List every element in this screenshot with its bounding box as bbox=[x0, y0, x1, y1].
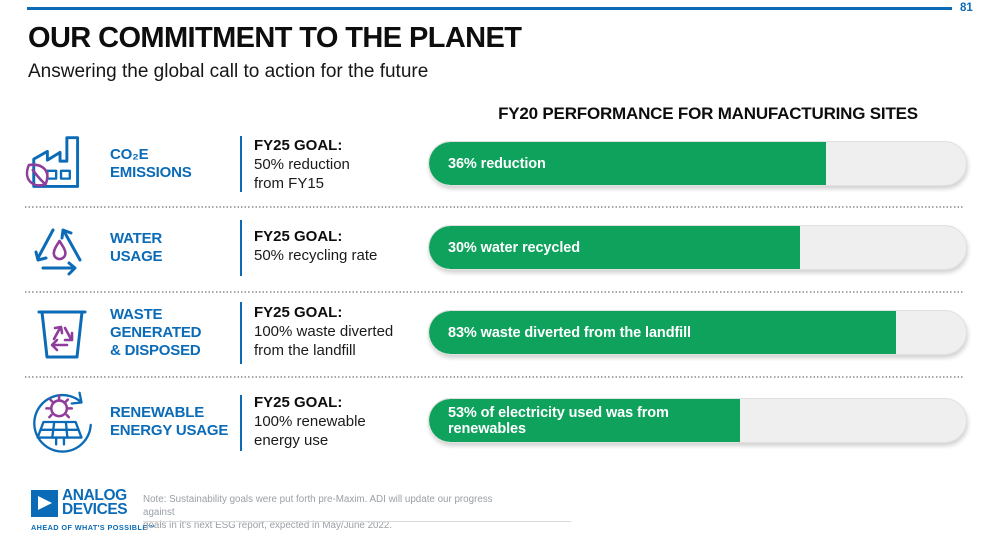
goal-water: FY25 GOAL: 50% recycling rate bbox=[254, 228, 378, 264]
logo-tagline: AHEAD OF WHAT'S POSSIBLE™ bbox=[31, 523, 156, 532]
progress-fill-co2e: 36% reduction bbox=[429, 142, 827, 185]
performance-heading: FY20 PERFORMANCE FOR MANUFACTURING SITES bbox=[498, 104, 918, 123]
goal-divider bbox=[240, 302, 242, 364]
logo-wordmark: ANALOG DEVICES bbox=[62, 487, 128, 518]
analog-devices-logo bbox=[31, 490, 58, 517]
category-label-co2e: CO₂E EMISSIONS bbox=[110, 146, 192, 181]
category-label-water: WATER USAGE bbox=[110, 230, 163, 265]
progress-label-water: 30% water recycled bbox=[448, 239, 581, 256]
progress-label-renewable: 53% of electricity used was from renewab… bbox=[448, 404, 669, 437]
factory-leaf-icon bbox=[24, 130, 100, 200]
water-recycle-icon bbox=[24, 214, 100, 284]
goal-renewable: FY25 GOAL: 100% renewable energy use bbox=[254, 394, 366, 449]
goal-divider bbox=[240, 136, 242, 192]
progress-fill-waste: 83% waste diverted from the landfill bbox=[429, 311, 897, 354]
progress-label-waste: 83% waste diverted from the landfill bbox=[448, 324, 691, 341]
row-separator bbox=[25, 291, 963, 293]
goal-waste: FY25 GOAL: 100% waste diverted from the … bbox=[254, 304, 394, 359]
metric-row-water: WATER USAGE FY25 GOAL: 50% recycling rat… bbox=[0, 214, 1005, 294]
goal-co2e: FY25 GOAL: 50% reduction from FY15 bbox=[254, 137, 350, 192]
renewable-energy-icon bbox=[24, 387, 100, 457]
category-label-renewable: RENEWABLE ENERGY USAGE bbox=[110, 404, 229, 439]
progress-label-co2e: 36% reduction bbox=[448, 155, 546, 172]
goal-divider bbox=[240, 220, 242, 276]
footnote-rule bbox=[143, 521, 571, 522]
metric-row-renewable: RENEWABLE ENERGY USAGE FY25 GOAL: 100% r… bbox=[0, 387, 1005, 467]
progress-track-waste: 83% waste diverted from the landfill bbox=[428, 310, 967, 355]
page-number: 81 bbox=[960, 2, 973, 14]
progress-fill-water: 30% water recycled bbox=[429, 226, 800, 269]
progress-fill-renewable: 53% of electricity used was from renewab… bbox=[429, 399, 741, 442]
slide-subtitle: Answering the global call to action for … bbox=[28, 61, 429, 82]
progress-track-co2e: 36% reduction bbox=[428, 141, 967, 186]
top-rule bbox=[27, 7, 952, 10]
category-label-waste: WASTE GENERATED & DISPOSED bbox=[110, 306, 202, 359]
metric-row-co2e: CO₂E EMISSIONS FY25 GOAL: 50% reduction … bbox=[0, 130, 1005, 210]
waste-bin-recycle-icon bbox=[24, 299, 100, 369]
progress-track-water: 30% water recycled bbox=[428, 225, 967, 270]
footnote: Note: Sustainability goals were put fort… bbox=[143, 494, 493, 531]
slide-title: OUR COMMITMENT TO THE PLANET bbox=[28, 22, 522, 54]
progress-track-renewable: 53% of electricity used was from renewab… bbox=[428, 398, 967, 443]
row-separator bbox=[25, 376, 963, 378]
goal-divider bbox=[240, 395, 242, 451]
logo-triangle-icon bbox=[38, 496, 52, 510]
metric-row-waste: WASTE GENERATED & DISPOSED FY25 GOAL: 10… bbox=[0, 299, 1005, 379]
row-separator bbox=[25, 206, 963, 208]
